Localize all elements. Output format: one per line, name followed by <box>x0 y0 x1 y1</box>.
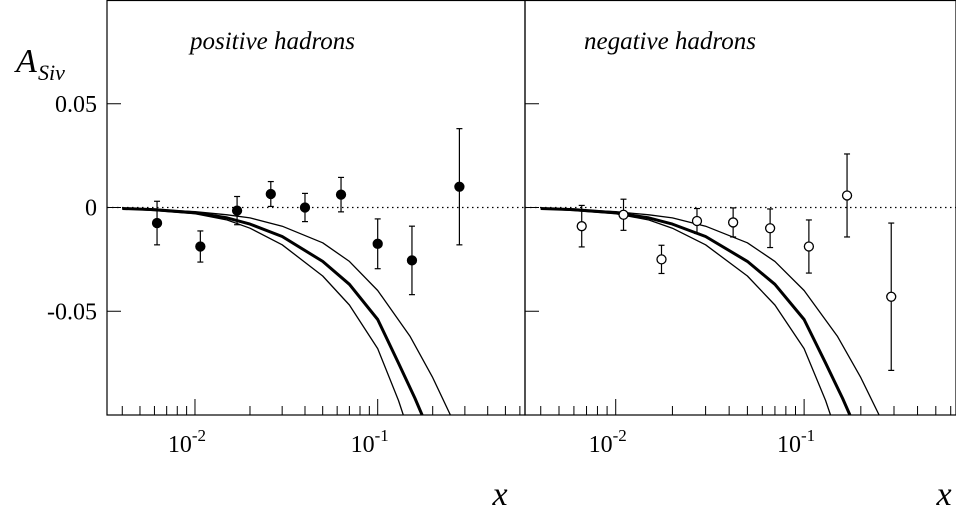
filled-marker <box>299 202 311 213</box>
data-point <box>618 198 629 231</box>
data-point <box>656 244 667 275</box>
x-tick-label: 10-2 <box>168 426 206 458</box>
data-point <box>576 204 587 248</box>
panel-title: positive hadrons <box>188 28 355 55</box>
open-marker <box>764 223 776 234</box>
x-axis-title: x <box>491 476 507 510</box>
data-point <box>231 195 243 226</box>
open-marker <box>841 190 853 201</box>
panel-title: negative hadrons <box>584 28 756 55</box>
data-point <box>886 222 897 371</box>
filled-marker <box>335 189 347 200</box>
y-axis-title-subscript: Siv <box>38 60 65 85</box>
filled-marker <box>406 255 418 266</box>
panel-negative-hadrons: 10-2 10-1 x negative hadrons <box>524 0 956 510</box>
data-point <box>372 218 383 270</box>
filled-marker <box>372 238 383 249</box>
data-point <box>265 180 276 208</box>
open-marker <box>576 221 587 232</box>
x-axis-title: x <box>935 476 951 510</box>
x-tick-label: 10-2 <box>589 426 627 458</box>
open-marker <box>886 291 897 302</box>
open-marker <box>727 217 739 228</box>
band-upper-curve <box>122 207 451 415</box>
band-lower-curve <box>540 207 832 415</box>
data-point <box>803 219 815 274</box>
data-point <box>764 208 776 249</box>
filled-marker <box>195 241 206 252</box>
filled-marker <box>231 205 243 216</box>
central-curve <box>540 207 852 415</box>
data-point <box>406 225 418 296</box>
data-point <box>841 153 853 238</box>
y-tick-label: 0 <box>85 196 97 222</box>
x-tick-label: 10-1 <box>777 426 815 458</box>
band-lower-curve <box>122 207 404 415</box>
x-tick-label: 10-1 <box>351 426 389 458</box>
open-marker <box>656 254 667 265</box>
data-point <box>454 128 465 246</box>
y-tick-label: 0.05 <box>55 92 97 118</box>
filled-marker <box>454 181 465 192</box>
y-tick-label: -0.05 <box>47 299 97 325</box>
model-curves <box>122 207 451 415</box>
open-marker <box>691 215 703 227</box>
y-axis-title: A Siv <box>14 43 65 85</box>
data-point <box>299 192 311 223</box>
filled-marker <box>265 188 276 200</box>
model-curves <box>540 207 880 415</box>
data-point <box>151 200 163 246</box>
filled-marker <box>151 217 163 229</box>
open-marker <box>618 209 629 220</box>
data-point <box>335 176 347 213</box>
data-point <box>691 207 703 235</box>
data-point <box>727 207 739 238</box>
panel-positive-hadrons: 0.05 0 -0.05 10-2 10-1 x positive hadrons <box>47 0 526 510</box>
y-axis-title-main: A <box>14 43 37 80</box>
band-upper-curve <box>540 207 880 415</box>
central-curve <box>122 207 424 415</box>
data-point <box>195 230 206 263</box>
open-marker <box>803 241 815 252</box>
